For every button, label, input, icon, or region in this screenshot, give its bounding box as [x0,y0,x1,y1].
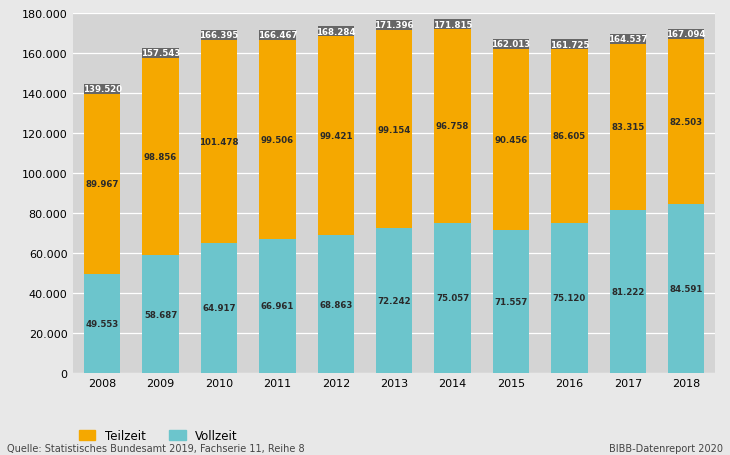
Bar [318,37,354,236]
Bar [610,45,646,211]
Text: 101.478: 101.478 [199,138,239,147]
Text: 96.758: 96.758 [436,122,469,131]
Text: BIBB-Datenreport 2020: BIBB-Datenreport 2020 [609,443,723,453]
Bar [201,31,237,41]
Text: 71.557: 71.557 [494,297,528,306]
Bar [318,27,354,37]
Text: 83.315: 83.315 [611,123,645,132]
Text: 167.094: 167.094 [666,30,706,39]
Bar [493,50,529,230]
Text: 98.856: 98.856 [144,153,177,162]
Bar [434,20,471,30]
Text: 90.456: 90.456 [494,136,528,144]
Text: 166.395: 166.395 [199,31,239,40]
Text: 99.421: 99.421 [319,132,353,141]
Text: 84.591: 84.591 [669,284,703,293]
Text: 64.917: 64.917 [202,304,236,313]
Bar [84,85,120,95]
Text: 171.396: 171.396 [374,21,414,30]
Text: 58.687: 58.687 [144,310,177,319]
Bar [610,211,646,373]
Bar [201,243,237,373]
Text: 82.503: 82.503 [669,117,703,126]
Text: 75.057: 75.057 [436,293,469,303]
Bar [434,30,471,223]
Bar [318,236,354,373]
Text: 166.467: 166.467 [258,31,297,40]
Text: 68.863: 68.863 [319,300,353,309]
Bar [668,204,704,373]
Text: 164.537: 164.537 [608,35,648,44]
Bar [201,41,237,243]
Text: 72.242: 72.242 [377,297,411,305]
Bar [376,31,412,229]
Text: 168.284: 168.284 [316,28,356,36]
Text: 99.506: 99.506 [261,136,294,145]
Bar [434,223,471,373]
Text: 86.605: 86.605 [553,132,586,141]
Bar [668,30,704,40]
Bar [493,40,529,50]
Bar [610,35,646,45]
Text: 139.520: 139.520 [82,85,122,94]
Text: 75.120: 75.120 [553,293,586,303]
Bar [551,50,588,223]
Bar [84,95,120,274]
Bar [668,40,704,204]
Text: 171.815: 171.815 [433,20,472,30]
Text: Quelle: Statistisches Bundesamt 2019, Fachserie 11, Reihe 8: Quelle: Statistisches Bundesamt 2019, Fa… [7,443,305,453]
Bar [376,21,412,31]
Text: 161.725: 161.725 [550,40,589,50]
Bar [142,49,179,59]
Text: 66.961: 66.961 [261,302,294,311]
Bar [84,274,120,373]
Bar [551,223,588,373]
Text: 49.553: 49.553 [85,319,119,328]
Bar [142,59,179,256]
Text: 157.543: 157.543 [141,49,180,58]
Text: 81.222: 81.222 [611,288,645,297]
Text: 99.154: 99.154 [377,125,411,134]
Bar [259,30,296,40]
Bar [259,239,296,373]
Bar [493,230,529,373]
Bar [259,40,296,239]
Text: 89.967: 89.967 [85,180,119,189]
Bar [376,229,412,373]
Bar [142,256,179,373]
Bar [551,40,588,50]
Legend: Teilzeit, Vollzeit: Teilzeit, Vollzeit [79,430,238,442]
Text: 162.013: 162.013 [491,40,531,49]
